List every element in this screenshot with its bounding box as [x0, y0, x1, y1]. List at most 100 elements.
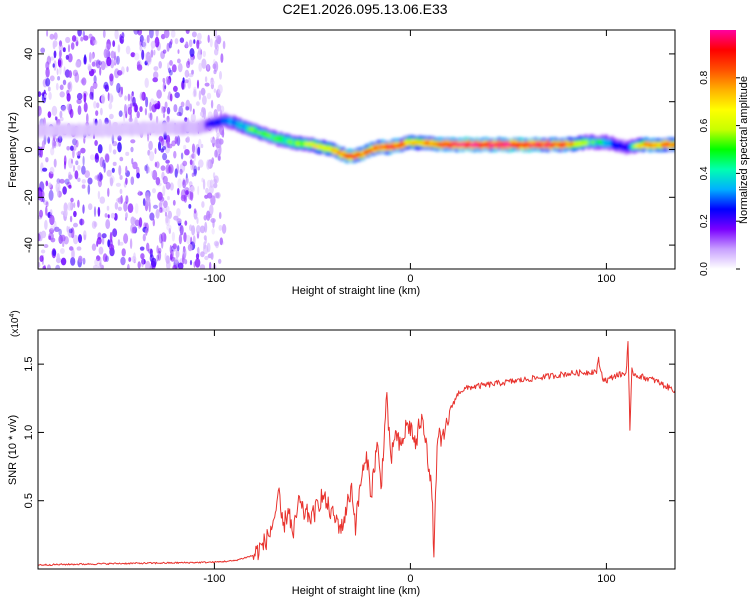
snr-x-tick-label: 100 [597, 573, 615, 585]
spectrogram-noise-blob [196, 216, 199, 225]
spectrogram-noise-blob [53, 140, 57, 149]
spectrogram-noise-blob [190, 113, 196, 123]
spectrogram-noise-blob [139, 246, 145, 251]
spectrogram-noise-blob [193, 168, 197, 177]
spectrogram-noise-blob [203, 235, 207, 241]
spectrogram-noise-blob [114, 30, 119, 40]
spectrogram-noise-blob [176, 111, 182, 117]
spectrogram-noise-blob [128, 117, 133, 123]
spectrogram-noise-blob [182, 178, 185, 186]
spectrogram-noise-blob [131, 256, 137, 263]
spectrogram-noise-blob [86, 113, 89, 124]
spectrogram-noise-blob [147, 55, 152, 63]
spectrogram-noise-blob [97, 178, 102, 188]
spectrogram-noise-blob [178, 105, 184, 117]
spectrogram-noise-blob [191, 172, 195, 177]
spectrogram-noise-blob [60, 105, 67, 112]
spectrogram-noise-blob [109, 231, 113, 243]
spectrogram-noise-blob [186, 60, 191, 69]
spectrogram-noise-blob [144, 77, 149, 88]
spectrogram-noise-blob [78, 234, 82, 244]
spectrogram-noise-blob [197, 185, 200, 196]
spectrogram-noise-blob [102, 253, 108, 263]
spectrogram-noise-blob [202, 179, 206, 190]
spectrogram-noise-blob [119, 156, 124, 162]
spectrogram-noise-blob [80, 147, 86, 154]
spectrogram-noise-blob [62, 47, 66, 53]
spectrogram-noise-blob [104, 84, 109, 92]
spectrogram-x-tick-label: 0 [407, 273, 413, 285]
spectrogram-noise-blob [204, 82, 210, 87]
spectrogram-noise-blob [60, 104, 66, 111]
snr-series-line [38, 341, 675, 566]
spectrogram-noise-blob [206, 92, 212, 100]
spectrogram-noise-blob [95, 59, 101, 69]
spectrogram-noise-blob [174, 168, 178, 178]
spectrogram-noise-blob [206, 63, 210, 71]
spectrogram-noise-blob [209, 38, 213, 48]
spectrogram-noise-blob [142, 233, 146, 242]
spectrogram-noise-blob [139, 106, 143, 113]
spectrogram-noise-blob [118, 241, 124, 246]
spectrogram-noise-blob [81, 179, 87, 184]
spectrogram-noise-blob [213, 175, 219, 184]
spectrogram-noise-blob [152, 218, 155, 227]
spectrogram-noise-blob [199, 264, 206, 269]
spectrogram-y-tick-label: 40 [23, 48, 35, 60]
spectrogram-noise-blob [155, 30, 159, 38]
spectrogram-noise-blob [107, 92, 110, 102]
spectrogram-noise-blob [139, 44, 143, 52]
spectrogram-noise-blob [130, 146, 134, 153]
spectrogram-noise-blob [145, 96, 149, 108]
colorbar: 0.0 0.2 0.4 0.6 0.8 Normalized spectral ampl… [699, 30, 750, 276]
spectrogram-noise-blob [54, 226, 60, 232]
spectrogram-noise-blob [49, 166, 55, 174]
spectrogram-noise-blob [196, 79, 200, 89]
spectrogram-noise-blob [146, 242, 150, 252]
spectrogram-noise-blob [116, 197, 122, 203]
spectrogram-noise-blob [219, 237, 223, 246]
spectrogram-noise-blob [70, 197, 74, 203]
spectrogram-noise-blob [199, 225, 206, 234]
spectrogram-noise-blob [160, 165, 166, 171]
spectrogram-noise-blob [138, 217, 143, 228]
spectrogram-noise-blob [71, 158, 73, 164]
spectrogram-noise-blob [48, 182, 52, 188]
spectrogram-noise-blob [93, 101, 97, 109]
spectrogram-x-ticks: -100 0 100 [203, 30, 616, 285]
spectrogram-noise-blob [169, 69, 173, 76]
spectrogram-noise-blob [136, 172, 141, 179]
spectrogram-noise-blob [116, 55, 120, 65]
spectrogram-y-axis-label: Frequency (Hz) [7, 112, 19, 188]
spectrogram-noise-blob [161, 105, 164, 114]
spectrogram-noise-blob [83, 92, 87, 103]
spectrogram-noise-blob [184, 69, 190, 78]
spectrogram-noise-blob [204, 221, 208, 233]
spectrogram-noise-blob [108, 93, 114, 104]
spectrogram-noise-blob [160, 232, 167, 242]
spectrogram-noise-blob [64, 209, 68, 217]
spectrogram-noise-blob [156, 89, 162, 99]
spectrogram-noise-blob [193, 86, 197, 95]
snr-x-axis-label: Height of straight line (km) [292, 585, 420, 597]
spectrogram-noise-blob [75, 60, 81, 68]
spectrogram-noise-blob [204, 255, 209, 261]
spectrogram-noise-blob [45, 67, 50, 78]
spectrogram-noise-blob [38, 145, 41, 156]
spectrogram-noise-blob [218, 224, 223, 231]
spectrogram-noise-blob [189, 259, 193, 266]
spectrogram-noise-blob [95, 110, 99, 116]
spectrogram-noise-blob [206, 159, 211, 170]
spectrogram-noise-blob [39, 209, 43, 218]
spectrogram-noise-blob [38, 233, 41, 242]
spectrogram-noise-blob [189, 190, 194, 201]
spectrogram-noise-blob [190, 186, 195, 193]
snr-y-axis-label: SNR (10 * v/v) [7, 415, 19, 485]
spectrogram-noise-blob [158, 247, 162, 254]
snr-x-tick-label: 0 [407, 573, 413, 585]
spectrogram-noise-blob [162, 152, 168, 161]
spectrogram-noise-blob [120, 195, 123, 204]
spectrogram-noise-blob [56, 68, 59, 76]
spectrogram-noise-blob [100, 60, 106, 71]
spectrogram-noise-blob [156, 245, 159, 254]
